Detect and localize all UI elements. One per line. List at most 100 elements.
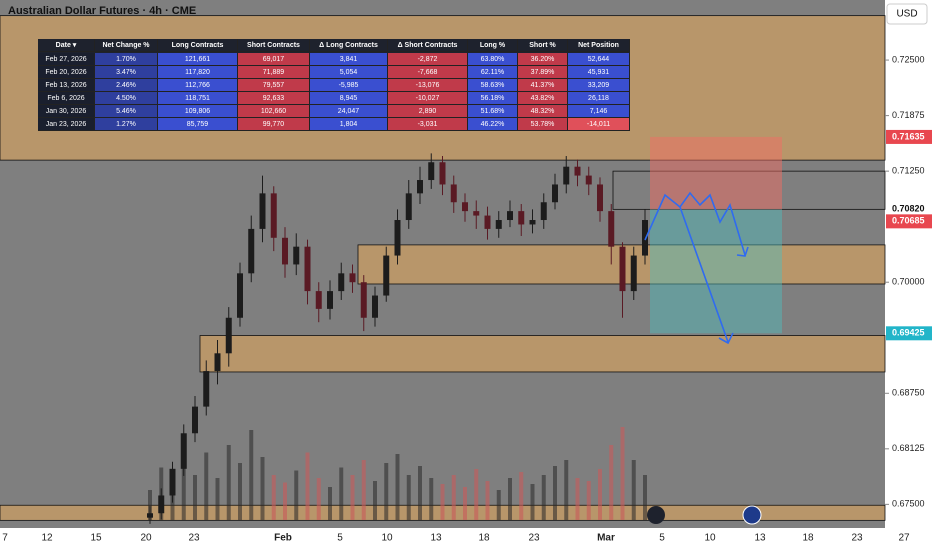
candle-body bbox=[315, 291, 322, 309]
volume-bar bbox=[620, 427, 625, 520]
volume-bar bbox=[204, 452, 209, 520]
volume-bar bbox=[260, 457, 265, 520]
x-tick-label: 5 bbox=[337, 533, 343, 544]
x-tick-label: 18 bbox=[802, 533, 814, 544]
volume-bar bbox=[328, 487, 332, 520]
candle-body bbox=[259, 193, 266, 229]
candle-body bbox=[372, 295, 378, 318]
price-level-badge bbox=[886, 326, 932, 341]
currency-button[interactable] bbox=[886, 3, 928, 25]
table-cell: 5.46% bbox=[95, 105, 158, 118]
candle-body bbox=[225, 317, 232, 354]
table-cell: 41.37% bbox=[518, 79, 568, 92]
price-level-badge bbox=[886, 202, 932, 217]
candle-body bbox=[608, 211, 615, 247]
table-cell: 121,661 bbox=[158, 53, 238, 66]
volume-bar bbox=[631, 460, 636, 520]
table-cell: -2,872 bbox=[388, 53, 468, 66]
table-cell: 3.47% bbox=[95, 66, 158, 79]
volume-bar bbox=[530, 484, 535, 520]
price-level-badge bbox=[886, 129, 932, 144]
x-tick-label: 7 bbox=[2, 533, 8, 544]
table-cell: 117,820 bbox=[158, 66, 238, 79]
volume-bar bbox=[395, 454, 400, 520]
candle-body bbox=[642, 220, 648, 256]
table-header: Long % bbox=[468, 39, 518, 52]
candle-body bbox=[529, 220, 536, 225]
table-cell: 51.68% bbox=[468, 105, 518, 118]
candle-body bbox=[282, 237, 288, 265]
candle-body bbox=[180, 433, 187, 469]
table-cell: 33,209 bbox=[568, 79, 630, 92]
candle-body bbox=[495, 220, 502, 229]
volume-bar bbox=[598, 469, 602, 520]
y-tick-label: 0.70000 bbox=[892, 277, 925, 287]
y-tick-label: 0.67500 bbox=[892, 499, 925, 509]
volume-bar bbox=[339, 467, 344, 520]
table-cell: 1,804 bbox=[310, 118, 388, 131]
volume-bar bbox=[226, 445, 231, 520]
volume-bar bbox=[361, 460, 366, 520]
table-cell: Feb 27, 2026 bbox=[38, 53, 95, 66]
candle-body bbox=[428, 162, 435, 181]
volume-bar bbox=[249, 430, 254, 520]
volume-bar bbox=[148, 490, 152, 520]
table-cell: 53.78% bbox=[518, 118, 568, 131]
volume-bar bbox=[283, 482, 287, 520]
table-cell: -7,668 bbox=[388, 66, 468, 79]
table-cell: Feb 6, 2026 bbox=[38, 92, 95, 105]
candle-body bbox=[237, 273, 243, 318]
x-tick-label: 10 bbox=[704, 533, 716, 544]
table-cell: 58.63% bbox=[468, 79, 518, 92]
chart-title: Australian Dollar Futures · 4h · CME bbox=[8, 5, 196, 17]
stop-loss-box bbox=[650, 136, 782, 210]
candle-body bbox=[349, 273, 356, 283]
price-level-label: 0.71635 bbox=[892, 131, 925, 141]
price-axis: 0.72500 0.71875 0.71250 0.70000 0.68750 0.681… bbox=[885, 54, 932, 509]
time-axis-bg bbox=[0, 528, 885, 550]
candle-body bbox=[338, 273, 345, 292]
target-box bbox=[650, 209, 782, 334]
y-tick-label: 0.71250 bbox=[892, 166, 925, 176]
event-icon[interactable] bbox=[647, 506, 665, 524]
x-tick-label: 23 bbox=[851, 533, 863, 544]
candle-body bbox=[574, 166, 581, 176]
table-cell: 24,047 bbox=[310, 105, 388, 118]
time-axis: 7 12 15 20 23 Feb 5 10 13 18 23 Mar 5 10 13 18 23 27 bbox=[2, 533, 910, 544]
table-cell: 1.27% bbox=[95, 118, 158, 131]
candle-body bbox=[327, 291, 333, 309]
table-cell: 85,759 bbox=[158, 118, 238, 131]
arrow-head bbox=[718, 332, 734, 345]
volume-bar bbox=[406, 475, 411, 520]
candle-body bbox=[484, 215, 491, 229]
candle-body bbox=[417, 180, 423, 194]
table-header: Short % bbox=[518, 39, 568, 52]
table-cell: 26,118 bbox=[568, 92, 630, 105]
volume-bar bbox=[643, 475, 647, 520]
candle-body bbox=[383, 255, 390, 296]
candle-body bbox=[552, 184, 558, 203]
event-icon[interactable] bbox=[742, 505, 762, 525]
price-level-badge bbox=[886, 214, 932, 229]
table-cell: 79,557 bbox=[238, 79, 310, 92]
table-cell: 5,054 bbox=[310, 66, 388, 79]
candle-body bbox=[293, 246, 300, 265]
volume-bar bbox=[215, 478, 220, 520]
x-tick-label: 13 bbox=[754, 533, 766, 544]
table-cell: 112,766 bbox=[158, 79, 238, 92]
volume-bar bbox=[496, 490, 501, 520]
table-cell: 109,806 bbox=[158, 105, 238, 118]
price-axis-bg bbox=[885, 0, 932, 550]
x-tick-label: Mar bbox=[597, 533, 615, 544]
candle-body bbox=[203, 371, 210, 407]
table-cell: 71,889 bbox=[238, 66, 310, 79]
x-tick-label: Feb bbox=[274, 533, 292, 544]
x-tick-label: 15 bbox=[90, 533, 102, 544]
volume-bar bbox=[294, 470, 299, 520]
table-cell: 1.70% bbox=[95, 53, 158, 66]
table-cell: 48.32% bbox=[518, 105, 568, 118]
table-header: Net Position bbox=[568, 39, 630, 52]
table-cell: -14,011 bbox=[568, 118, 630, 131]
currency-label: USD bbox=[896, 9, 917, 20]
x-tick-label: 13 bbox=[430, 533, 442, 544]
